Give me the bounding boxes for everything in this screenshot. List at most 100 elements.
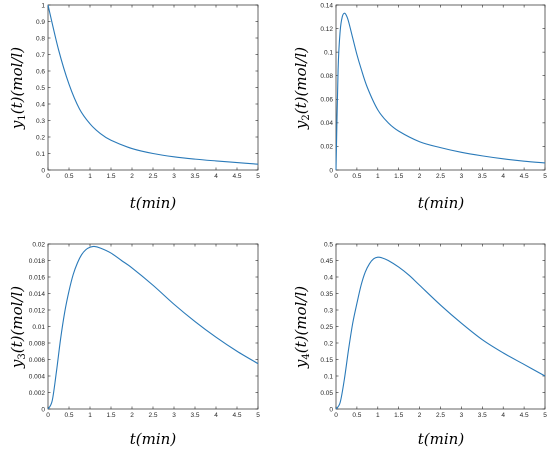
y-tick-label: 0.14 [320, 2, 333, 9]
y-tick-label: 0.8 [36, 35, 45, 42]
y-tick-label: 0.006 [29, 357, 46, 364]
plot-area [47, 4, 259, 171]
x-tick-label: 4.5 [232, 412, 241, 419]
x-tick-label: 2.5 [436, 173, 445, 180]
y-tick-label: 0.1 [324, 49, 333, 56]
chart-2: 0 0.5 1 1.5 2 2.5 3 3.5 4 4.5 5 0 0.02 0.04 0.06 0.08 0.… [292, 2, 547, 212]
series-line-1 [47, 245, 259, 410]
x-tick-label: 0 [46, 173, 50, 180]
x-tick-label: 2.5 [436, 412, 445, 419]
y-tick-label: 1 [41, 2, 45, 9]
x-tick-label: 5 [256, 173, 260, 180]
y-tick-label: 0.08 [320, 73, 333, 80]
x-tick-label: 5 [256, 412, 260, 419]
x-tick-label: 0 [334, 173, 338, 180]
x-tick-label: 3.5 [478, 173, 487, 180]
x-tick-label: 2 [418, 173, 422, 180]
y-tick-label: 0.016 [29, 274, 46, 281]
x-axis-label: t(min) [130, 194, 177, 212]
x-tick-label: 4.5 [520, 173, 529, 180]
y-tick-label: 0.06 [320, 97, 333, 104]
y-tick-label: 0.4 [324, 274, 333, 281]
x-tick-label: 3 [172, 173, 176, 180]
x-tick-label: 0 [46, 412, 50, 419]
x-axis-label: t(min) [418, 194, 465, 212]
y-tick-label: 0.5 [324, 241, 333, 248]
x-tick-label: 0.5 [352, 412, 361, 419]
x-tick-label: 3.5 [190, 173, 199, 180]
y-tick-label: 0.6 [36, 68, 45, 75]
y-axis-label: y1(t)(mol/l) [8, 47, 28, 130]
y-tick-label: 0.12 [320, 26, 333, 33]
x-tick-label: 0 [334, 412, 338, 419]
x-tick-label: 5 [543, 173, 547, 180]
y-tick-label: 0.01 [32, 324, 45, 331]
x-axis-label: t(min) [418, 430, 465, 448]
x-tick-label: 2 [418, 412, 422, 419]
y-axis-label: y2(t)(mol/l) [292, 47, 312, 130]
chart-1: 0 0.5 1 1.5 2 2.5 3 3.5 4 4.5 5 0 0.1 0.2 0.3 0.4 0.5 0.6… [8, 2, 260, 212]
y-tick-label: 0 [41, 167, 45, 174]
y-tick-label: 0.02 [320, 144, 333, 151]
series-line-1 [335, 256, 546, 410]
y-tick-label: 0.014 [29, 291, 46, 298]
x-tick-label: 5 [543, 412, 547, 419]
x-tick-label: 3 [172, 412, 176, 419]
x-tick-label: 4 [501, 173, 505, 180]
y-tick-label: 0.012 [29, 307, 46, 314]
y-axis-label: y3(t)(mol/l) [8, 286, 28, 369]
y-tick-label: 0.2 [324, 340, 333, 347]
x-tick-label: 1 [88, 412, 92, 419]
x-tick-label: 2.5 [148, 412, 157, 419]
x-tick-label: 4 [214, 173, 218, 180]
y-tick-label: 0.02 [32, 241, 45, 248]
y-tick-label: 0.008 [29, 340, 46, 347]
y-tick-label: 0 [41, 406, 45, 413]
y-tick-label: 0.002 [29, 390, 46, 397]
y-tick-label: 0.4 [36, 101, 45, 108]
x-tick-label: 2 [130, 412, 134, 419]
x-tick-label: 4 [214, 412, 218, 419]
y-tick-label: 0.7 [36, 52, 45, 59]
x-tick-label: 1.5 [106, 173, 115, 180]
series-line-1 [47, 4, 259, 165]
y-tick-label: 0.25 [320, 324, 333, 331]
plot-area [47, 243, 259, 410]
y-tick-label: 0.9 [36, 19, 45, 26]
chart-3: 0 0.5 1 1.5 2 2.5 3 3.5 4 4.5 5 0 0.002 0.004 0.006 0.0… [8, 241, 260, 448]
y-tick-label: 0.1 [36, 151, 45, 158]
x-tick-label: 0.5 [64, 412, 73, 419]
x-tick-label: 1 [88, 173, 92, 180]
series-line-1 [335, 12, 546, 171]
y-tick-label: 0 [329, 167, 333, 174]
y-tick-label: 0.004 [29, 373, 46, 380]
x-tick-label: 0.5 [64, 173, 73, 180]
y-tick-label: 0.3 [324, 307, 333, 314]
y-tick-label: 0.018 [29, 258, 46, 265]
x-tick-label: 0.5 [352, 173, 361, 180]
y-tick-label: 0.2 [36, 134, 45, 141]
plot-area [335, 243, 546, 410]
x-tick-label: 1.5 [394, 173, 403, 180]
x-tick-label: 3 [460, 173, 464, 180]
y-tick-label: 0.04 [320, 120, 333, 127]
y-tick-label: 0.3 [36, 118, 45, 125]
y-tick-label: 0.05 [320, 390, 333, 397]
x-tick-label: 1.5 [394, 412, 403, 419]
x-tick-label: 4.5 [520, 412, 529, 419]
y-tick-label: 0.5 [36, 85, 45, 92]
y-tick-label: 0.15 [320, 357, 333, 364]
y-tick-label: 0.45 [320, 258, 333, 265]
x-tick-label: 4 [501, 412, 505, 419]
x-tick-label: 3.5 [190, 412, 199, 419]
x-tick-label: 2.5 [148, 173, 157, 180]
x-tick-label: 1.5 [106, 412, 115, 419]
x-tick-label: 3.5 [478, 412, 487, 419]
x-tick-label: 1 [376, 173, 380, 180]
x-tick-label: 3 [460, 412, 464, 419]
y-tick-label: 0 [329, 406, 333, 413]
y-tick-label: 0.35 [320, 291, 333, 298]
x-tick-label: 2 [130, 173, 134, 180]
y-tick-label: 0.1 [324, 373, 333, 380]
